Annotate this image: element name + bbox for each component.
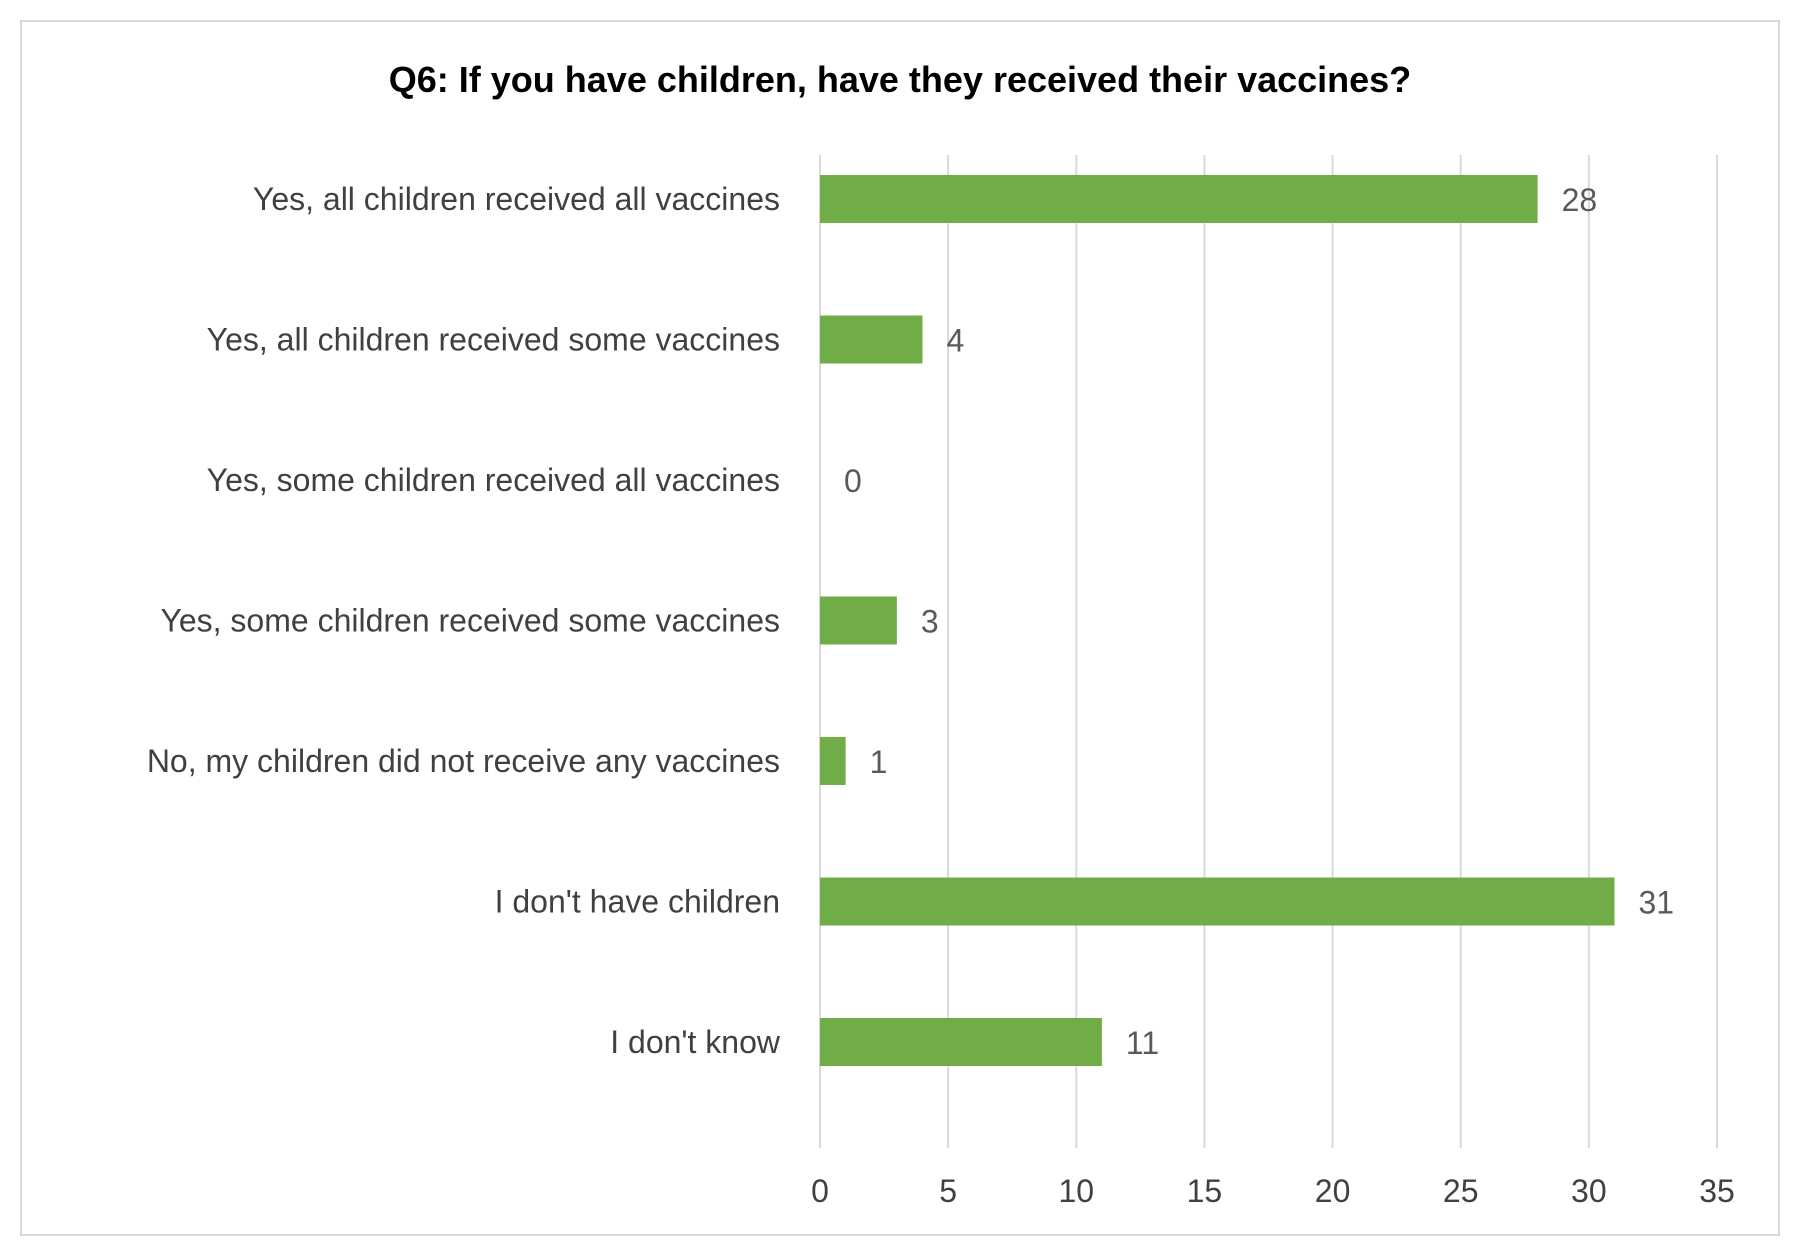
data-label: 0 bbox=[844, 463, 862, 499]
bar bbox=[820, 877, 1615, 926]
x-tick-label: 10 bbox=[1058, 1173, 1094, 1209]
category-label: I don't know bbox=[610, 1024, 781, 1060]
x-axis-tick-labels: 0 5 10 15 20 25 30 35 bbox=[811, 1173, 1735, 1209]
bars bbox=[820, 175, 1615, 1066]
grid-lines bbox=[819, 155, 1718, 1148]
x-tick-label: 0 bbox=[811, 1173, 829, 1209]
data-label: 4 bbox=[947, 323, 965, 359]
x-tick-label: 35 bbox=[1699, 1173, 1735, 1209]
bar bbox=[820, 175, 1538, 223]
x-tick-label: 15 bbox=[1187, 1173, 1223, 1209]
chart-title: Q6: If you have children, have they rece… bbox=[389, 59, 1411, 100]
data-label: 1 bbox=[870, 744, 888, 780]
data-label: 11 bbox=[1126, 1025, 1159, 1061]
category-label: No, my children did not receive any vacc… bbox=[147, 743, 780, 779]
bar bbox=[820, 315, 923, 364]
category-label: Yes, some children received some vaccine… bbox=[160, 603, 780, 639]
x-tick-label: 30 bbox=[1571, 1173, 1607, 1209]
data-label: 31 bbox=[1638, 885, 1674, 921]
category-label: Yes, all children received some vaccines bbox=[207, 322, 780, 358]
x-tick-label: 25 bbox=[1443, 1173, 1479, 1209]
data-label: 28 bbox=[1562, 182, 1598, 218]
category-label: Yes, all children received all vaccines bbox=[253, 181, 780, 217]
bar bbox=[820, 596, 897, 645]
x-tick-label: 20 bbox=[1315, 1173, 1351, 1209]
category-labels: Yes, all children received all vaccines Y… bbox=[147, 181, 781, 1060]
bar bbox=[820, 737, 846, 785]
bar bbox=[820, 1018, 1102, 1066]
category-label: I don't have children bbox=[495, 884, 780, 920]
category-label: Yes, some children received all vaccines bbox=[207, 462, 780, 498]
x-tick-label: 5 bbox=[939, 1173, 957, 1209]
data-label: 3 bbox=[921, 604, 939, 640]
